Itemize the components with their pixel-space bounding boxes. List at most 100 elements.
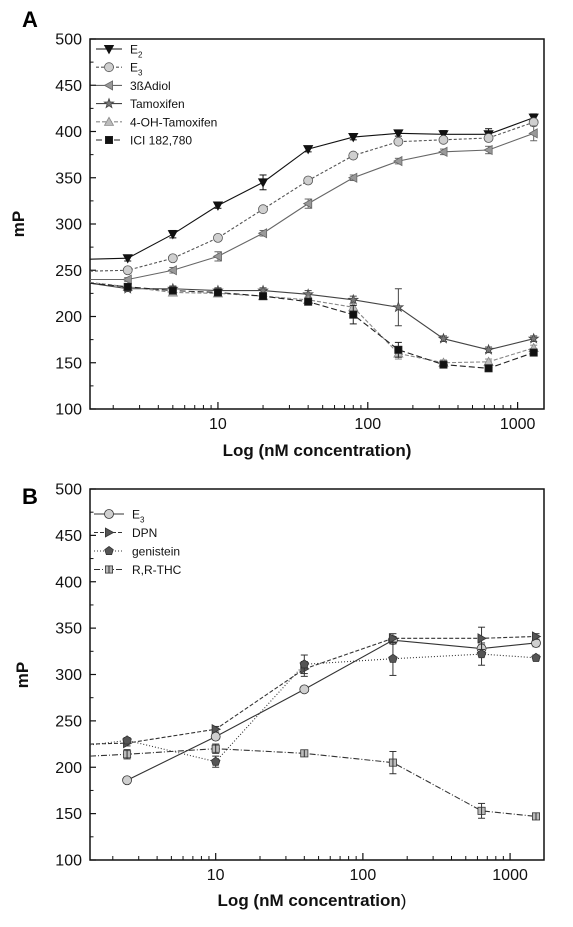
data-point: [531, 631, 542, 642]
legend-label: E3: [130, 61, 143, 78]
data-point: [388, 633, 399, 644]
data-point: [349, 310, 358, 319]
data-point: [393, 155, 403, 167]
legend-marker: [105, 527, 115, 538]
data-point: [348, 133, 359, 143]
legend-entry: R,R-THC: [94, 563, 182, 577]
legend-marker: [105, 135, 114, 144]
legend-label-subscript: 2: [138, 51, 143, 60]
y-tick-label: 500: [55, 482, 82, 499]
data-point: [123, 282, 132, 291]
data-point: [392, 301, 405, 313]
legend-marker: [103, 116, 115, 126]
panel-b-y-axis-label: mP: [13, 662, 32, 688]
data-point: [438, 146, 448, 158]
panel-b-x-axis: 10 100 1000: [112, 853, 528, 884]
data-point: [438, 134, 449, 145]
legend-label: E3: [132, 508, 145, 525]
y-tick-label: 200: [55, 760, 82, 777]
data-point: [531, 652, 541, 662]
data-point: [483, 144, 493, 156]
panel-b-x-axis-label: Log (nM concentration): [218, 891, 407, 910]
legend-entry: 3ßAdiol: [96, 79, 171, 93]
y-tick-label: 100: [55, 402, 82, 419]
data-point: [393, 136, 404, 147]
series-line: [89, 748, 537, 817]
y-tick-label: 400: [55, 574, 82, 591]
data-point: [122, 775, 132, 786]
legend-entry: E2: [96, 43, 143, 60]
y-tick-label: 300: [55, 667, 82, 684]
y-tick-label: 100: [55, 853, 82, 870]
data-point: [477, 633, 487, 644]
data-point: [476, 649, 487, 659]
legend-marker: [103, 80, 113, 91]
data-point: [528, 128, 538, 139]
legend-label: DPN: [132, 526, 157, 540]
y-tick-label: 250: [55, 263, 82, 280]
legend-label: 4-OH-Tamoxifen: [130, 115, 217, 129]
data-point: [303, 175, 314, 186]
data-point: [213, 288, 222, 297]
data-point: [167, 253, 178, 264]
data-point: [167, 265, 177, 276]
data-point: [259, 292, 268, 301]
x-tick-label: 1000: [492, 867, 528, 884]
data-point: [484, 364, 493, 373]
panel-a-x-axis: 10 100 1000: [112, 402, 536, 433]
data-point: [528, 117, 539, 128]
panel-a-y-axis-label: mP: [9, 211, 28, 237]
legend-label: Tamoxifen: [130, 97, 185, 111]
data-point: [210, 756, 221, 766]
legend-marker: [104, 509, 114, 519]
data-point: [348, 150, 359, 161]
legend-entry: ICI 182,780: [96, 134, 192, 148]
series-ici-182-780: [89, 282, 538, 373]
data-point: [257, 228, 268, 239]
data-point: [211, 724, 222, 735]
data-point: [212, 251, 222, 262]
data-point: [212, 201, 224, 211]
y-tick-label: 350: [55, 170, 82, 187]
x-tick-label: 10: [207, 867, 225, 884]
x-tick-label: 100: [350, 867, 377, 884]
legend-label: ICI 182,780: [130, 134, 192, 148]
x-tick-label: 100: [354, 416, 381, 433]
legend-marker: [103, 97, 115, 109]
series-tamoxifen: [89, 282, 540, 355]
legend-label-subscript: 3: [138, 69, 143, 78]
data-point: [347, 293, 360, 305]
y-tick-label: 300: [55, 217, 82, 234]
series-e3: [122, 635, 541, 786]
legend-label-subscript: 3: [140, 516, 145, 525]
y-tick-label: 400: [55, 124, 82, 141]
data-point: [302, 145, 314, 155]
data-point: [304, 297, 313, 306]
data-point: [439, 360, 448, 369]
legend-entry: Tamoxifen: [96, 97, 185, 111]
data-point: [122, 265, 133, 276]
series-3-adiol: [90, 125, 538, 285]
data-point: [257, 178, 269, 188]
legend-entry: DPN: [94, 526, 157, 540]
data-point: [302, 198, 313, 209]
y-tick-label: 500: [55, 32, 82, 49]
series-genistein: [89, 641, 541, 768]
legend-label: E2: [130, 43, 143, 60]
series-line: [89, 282, 534, 369]
data-point: [167, 230, 179, 240]
y-tick-label: 450: [55, 528, 82, 545]
data-point: [437, 332, 450, 344]
legend-label: 3ßAdiol: [130, 79, 171, 93]
data-point: [122, 735, 132, 745]
legend-entry: genistein: [94, 545, 180, 559]
y-tick-label: 450: [55, 78, 82, 95]
y-tick-label: 250: [55, 713, 82, 730]
x-tick-label: 1000: [500, 416, 536, 433]
data-point: [299, 684, 310, 695]
legend-entry: E3: [96, 61, 143, 78]
data-point: [438, 130, 449, 140]
